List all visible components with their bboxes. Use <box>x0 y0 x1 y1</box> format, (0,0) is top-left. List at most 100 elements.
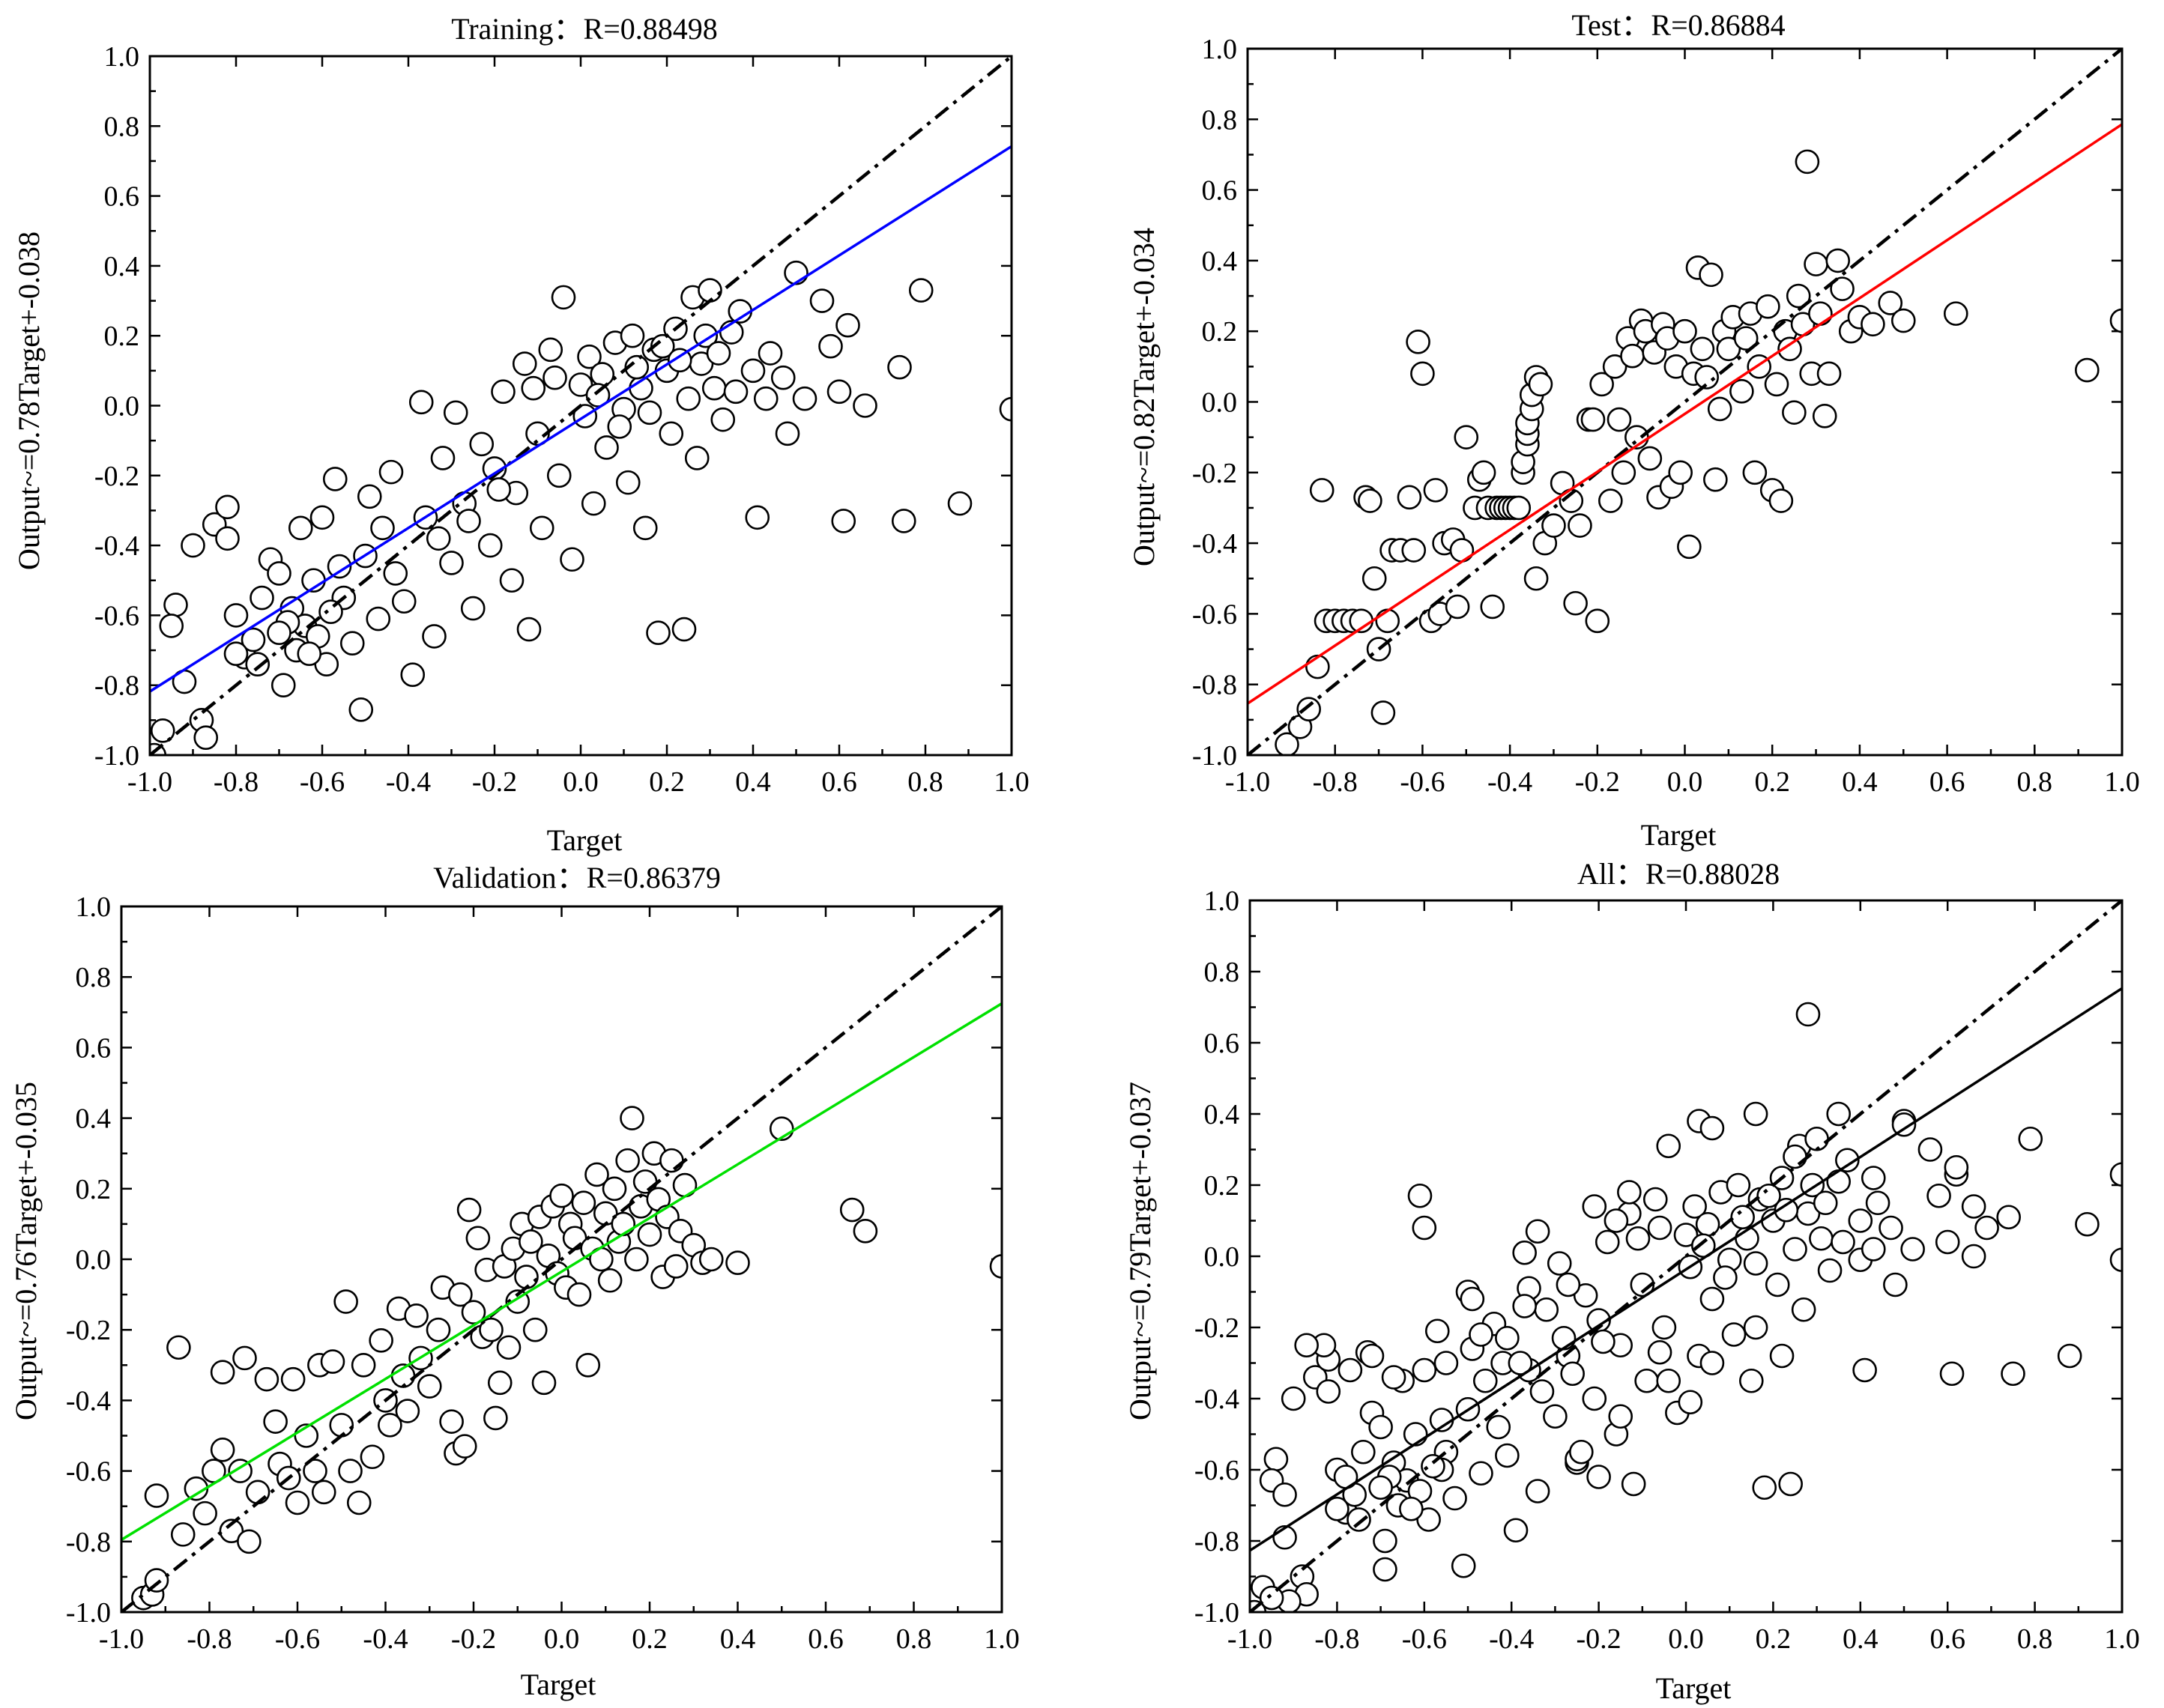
training-data-point <box>460 596 486 621</box>
all-data-point <box>1534 1297 1559 1322</box>
all-data-point <box>1673 1223 1699 1247</box>
validation-data-point <box>531 1370 557 1396</box>
test-data-point <box>1410 361 1435 387</box>
test-y-tick-label: -0.4 <box>1192 528 1237 560</box>
all-data-point <box>1586 1465 1611 1489</box>
validation-data-point <box>479 1317 504 1342</box>
all-data-point <box>1556 1272 1581 1297</box>
test-data-point <box>1358 488 1382 513</box>
all-data-point <box>1469 1461 1493 1486</box>
validation-data-point <box>329 1413 354 1438</box>
test-data-point <box>1541 513 1566 538</box>
test-data-point <box>1309 478 1335 503</box>
all-data-point <box>2075 1211 2100 1237</box>
test-data-point <box>1677 534 1702 560</box>
all-data-point <box>1726 1172 1751 1198</box>
all-data-point <box>1634 1368 1659 1393</box>
all-data-point <box>1351 1439 1376 1465</box>
training-y-tick-label: 1.0 <box>104 41 140 73</box>
training-data-point <box>590 362 615 387</box>
training-data-point <box>383 561 408 586</box>
test-data-point <box>1423 478 1448 503</box>
all-data-point <box>1730 1205 1755 1230</box>
training-data-point <box>887 354 912 380</box>
validation-data-point <box>452 1434 477 1459</box>
validation-y-axis-label: Output~=0.76Target+-0.035 <box>9 1082 43 1420</box>
all-data-point <box>1795 1002 1821 1027</box>
all-data-point <box>1529 1379 1555 1404</box>
training-y-tick-label: 0.2 <box>104 321 140 352</box>
all-data-point <box>1699 1351 1725 1375</box>
all-data-point <box>1525 1479 1550 1503</box>
all-data-point <box>1713 1265 1738 1290</box>
all-data-point <box>1512 1240 1537 1265</box>
all-data-point <box>1769 1343 1795 1369</box>
all-data-point <box>1791 1297 1816 1322</box>
all-data-point <box>1325 1496 1350 1521</box>
all-data-point <box>2001 1361 2025 1387</box>
test-data-point <box>1878 291 1903 315</box>
validation-data-point <box>637 1222 662 1247</box>
validation-data-point <box>245 1480 270 1505</box>
validation-data-point <box>725 1250 750 1276</box>
validation-data-point <box>514 1265 539 1289</box>
training-data-point <box>288 515 313 541</box>
training-panel: Training：R=0.88498 Target Output~=0.78Ta… <box>12 12 1030 857</box>
training-data-point <box>775 421 800 446</box>
all-data-point <box>1373 1557 1397 1582</box>
training-data-point <box>339 631 365 656</box>
training-data-point <box>309 505 335 530</box>
training-data-point <box>551 285 576 310</box>
test-x-tick-label: -0.6 <box>1400 766 1445 798</box>
all-data-point <box>1699 1115 1725 1141</box>
test-x-tick-label: -0.8 <box>1313 766 1358 798</box>
all-data-point <box>1961 1244 1986 1269</box>
training-data-point <box>486 477 512 502</box>
validation-data-point <box>378 1413 402 1438</box>
all-data-point <box>1883 1272 1908 1297</box>
all-data-point <box>1569 1439 1594 1465</box>
validation-data-point <box>615 1148 640 1173</box>
training-data-point <box>181 533 205 558</box>
training-data-point <box>999 396 1012 422</box>
all-data-point <box>1368 1414 1393 1440</box>
test-data-point <box>1795 149 1820 175</box>
validation-y-tick-label: 0.0 <box>76 1244 112 1276</box>
validation-data-point <box>232 1345 257 1371</box>
test-data-point <box>1703 467 1728 492</box>
training-data-point <box>581 491 606 516</box>
training-x-tick-label: 0.0 <box>563 766 599 798</box>
training-data-point <box>245 652 270 677</box>
test-data-point <box>1637 446 1663 471</box>
validation-y-tick-label: 0.4 <box>76 1103 112 1135</box>
test-data-point <box>1672 318 1697 344</box>
all-data-point <box>1678 1390 1703 1415</box>
training-data-point <box>770 365 796 390</box>
training-data-point <box>637 400 662 426</box>
test-data-point <box>1830 276 1855 301</box>
all-data-point <box>1809 1226 1834 1251</box>
all-title: All：R=0.88028 <box>1577 857 1780 891</box>
training-data-point <box>215 526 240 551</box>
all-data-point <box>1861 1237 1886 1262</box>
test-data-point <box>1777 336 1802 362</box>
test-data-point <box>1589 372 1614 397</box>
training-y-tick-label: 0.4 <box>104 251 140 282</box>
all-data-point <box>1407 1183 1433 1208</box>
all-data-point <box>1817 1258 1843 1283</box>
training-data-point <box>853 393 877 418</box>
all-data-point <box>1861 1166 1886 1190</box>
training-data-point <box>408 390 434 415</box>
training-data-point <box>594 435 619 460</box>
all-data-point <box>1926 1183 1951 1208</box>
training-data-point <box>831 509 856 533</box>
all-data-point <box>1347 1507 1371 1532</box>
validation-data-point <box>853 1219 878 1244</box>
training-y-tick-label: -0.4 <box>94 530 139 562</box>
all-data-layer <box>1250 900 2122 1612</box>
validation-y-tick-label: -0.4 <box>66 1385 111 1417</box>
validation-data-point <box>351 1353 376 1378</box>
test-data-point <box>1580 407 1606 432</box>
training-data-point <box>443 400 468 426</box>
validation-data-point <box>465 1226 491 1251</box>
